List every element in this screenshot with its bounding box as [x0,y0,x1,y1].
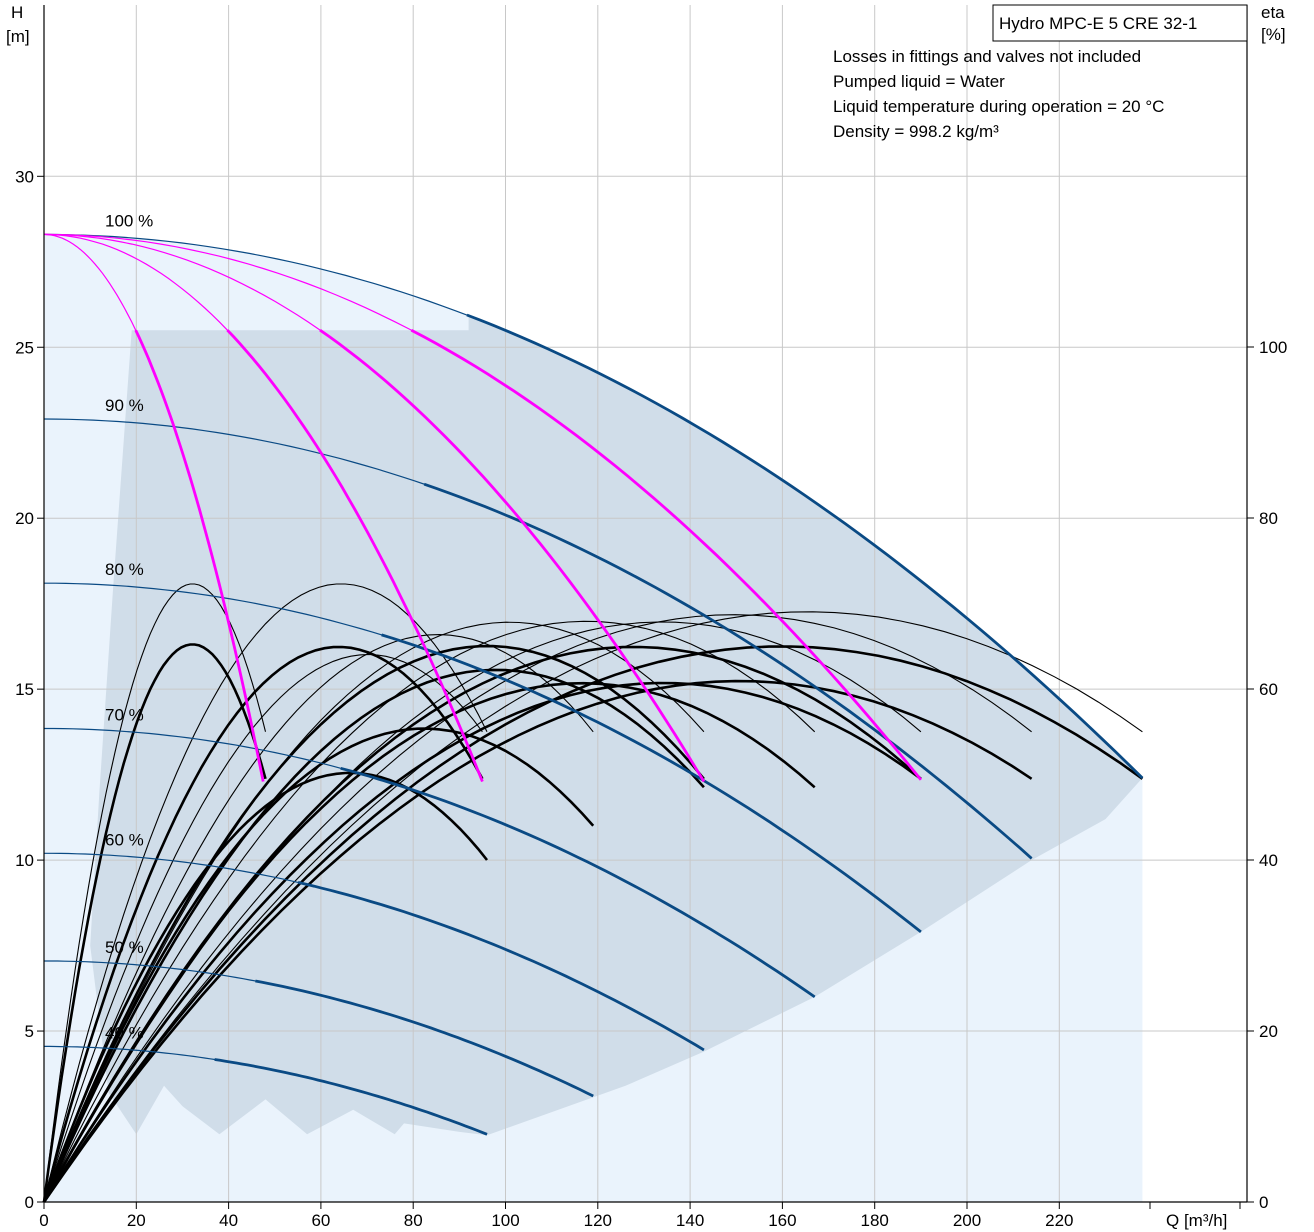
speed-curve-op-80 [381,633,922,934]
speed-label: 80 % [105,560,144,579]
y-tick-label-right: 20 [1259,1022,1278,1041]
speed-label: 100 % [105,211,153,230]
efficiency-curve [43,621,922,1203]
speed-curves [43,233,1144,1136]
x-tick-label: 140 [676,1211,704,1230]
efficiency-curve [42,727,595,1203]
x-tick-label: 20 [127,1211,146,1230]
speed-curve-op-40 [214,1058,488,1136]
max-speed-curve-op-1 [134,329,265,782]
x-tick-label: 60 [311,1211,330,1230]
x-tick-label: 200 [953,1211,981,1230]
y-tick-label-right: 60 [1259,680,1278,699]
chart-title: Hydro MPC-E 5 CRE 32-1 [999,14,1197,33]
y-tick-label-left: 0 [25,1193,34,1212]
axes: 0 20 40 60 80 100 120 140 160 180 200 2200510152025… [15,5,1287,1230]
operating-areas [44,234,1143,1202]
efficiency-curve [42,668,705,1203]
note-line-1: Losses in fittings and valves not includ… [833,47,1141,66]
y-tick-label-left: 15 [15,680,34,699]
efficiency-curve [42,643,267,1203]
y-tick-label-right: 0 [1259,1193,1268,1212]
efficiency-curve [42,681,816,1203]
y-tick-label-left: 10 [15,851,34,870]
x-tick-label: 0 [39,1211,48,1230]
title-box [992,4,1248,42]
x-tick-label: 220 [1045,1211,1073,1230]
y-tick-label-right: 80 [1259,509,1278,528]
speed-label: 60 % [105,830,144,849]
efficiency-curve [43,620,816,1203]
efficiency-curve [43,634,594,1203]
max-speed-curve-op-3 [319,329,706,783]
y-axis-label-right-1: eta [1261,3,1285,22]
x-tick-label: 100 [491,1211,519,1230]
max-speed-curve-op-4 [410,328,922,781]
speed-label: 40 % [105,1023,144,1042]
speed-curve-op-50 [255,979,594,1098]
x-axis-label: Q [m³/h] [1166,1211,1227,1230]
y-tick-label-right: 100 [1259,338,1287,357]
speed-curve-op-60 [297,881,705,1052]
y-tick-label-left: 25 [15,338,34,357]
max-speed-curves [43,233,922,783]
efficiency-curve [43,621,705,1203]
note-line-2: Pumped liquid = Water [833,72,1005,91]
x-tick-label: 180 [861,1211,889,1230]
x-tick-label: 120 [584,1211,612,1230]
efficiency-curve [43,614,1032,1203]
efficiency-curve [42,644,705,1203]
y-tick-label-right: 40 [1259,851,1278,870]
speed-label: 90 % [105,396,144,415]
x-tick-label: 80 [404,1211,423,1230]
y-axis-label-right-2: [%] [1261,25,1286,44]
x-tick-label: 40 [219,1211,238,1230]
efficiency-curve [42,645,484,1203]
y-tick-label-left: 20 [15,509,34,528]
max-speed-curve-op-2 [226,329,484,783]
speed-label: 70 % [105,705,144,724]
y-tick-label-left: 30 [15,167,34,186]
efficiency-curves [42,583,1144,1203]
speed-label: 50 % [105,938,144,957]
efficiency-curve [42,679,1033,1203]
x-tick-label: 160 [768,1211,796,1230]
speed-curve-op-70 [340,766,816,999]
efficiency-curve [42,681,922,1203]
operating-area [90,315,1143,1136]
y-axis-label-left-2: [m] [6,27,30,46]
note-line-3: Liquid temperature during operation = 20… [833,97,1164,116]
y-axis-label-left-1: H [11,3,23,22]
labels: 100 % 90 % 80 % 70 % 60 % 50 % 40 % [105,211,153,1042]
note-line-4: Density = 998.2 kg/m³ [833,122,999,141]
speed-curve-op-100 [466,313,1144,780]
efficiency-curve [43,611,1143,1203]
y-tick-label-left: 5 [25,1022,34,1041]
